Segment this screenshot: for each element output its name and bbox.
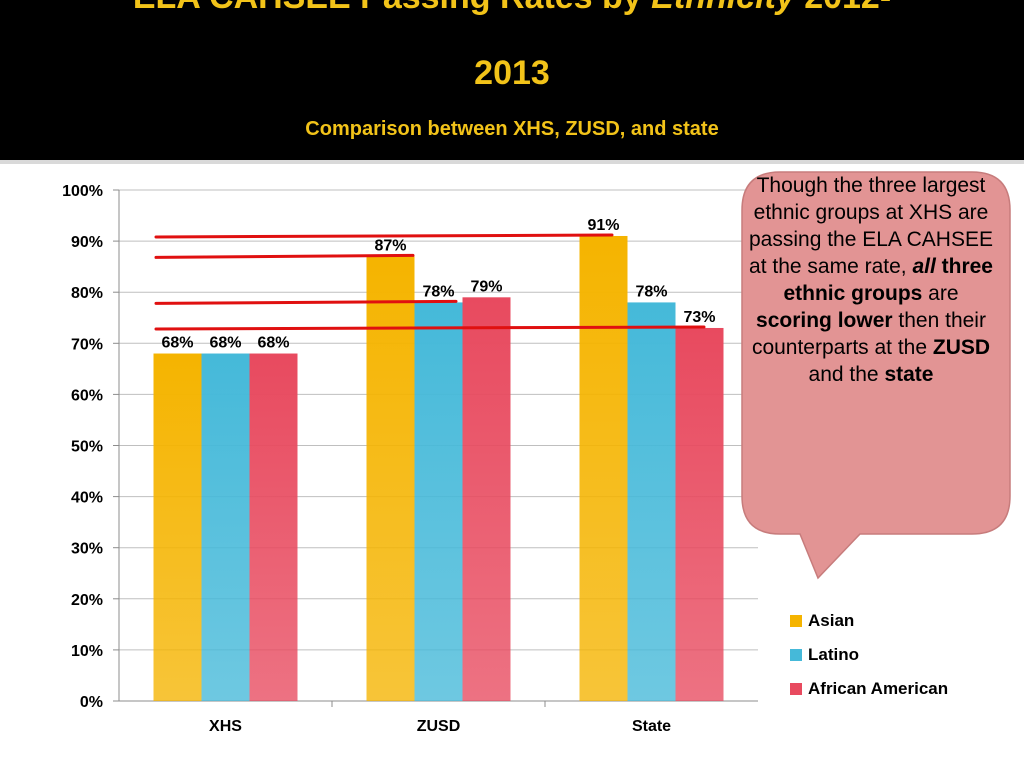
y-tick-label: 10% — [71, 643, 103, 660]
callout-text-part: scoring lower — [756, 309, 893, 332]
reference-line — [154, 299, 458, 305]
legend-label: African American — [808, 679, 949, 698]
legend-swatch — [790, 615, 802, 627]
callout-text-part: state — [884, 363, 934, 386]
data-label: 78% — [635, 283, 667, 300]
data-label: 68% — [161, 335, 193, 352]
callout-text: Though the three largest ethnic groups a… — [748, 172, 994, 388]
y-tick-label: 0% — [80, 694, 103, 711]
bar — [201, 353, 250, 701]
y-tick-label: 50% — [71, 439, 103, 456]
legend-item: Asian — [790, 604, 948, 638]
reference-line — [154, 253, 415, 259]
title-bar: ELA CAHSEE Passing Rates by Ethnicity 20… — [0, 0, 1024, 160]
legend-item: Latino — [790, 638, 948, 672]
y-tick-label: 20% — [71, 592, 103, 609]
y-tick-label: 40% — [71, 490, 103, 507]
chart-title-line-2: 2013 — [474, 54, 550, 92]
bar — [366, 256, 415, 701]
data-label: 73% — [683, 309, 715, 326]
legend-item: African American — [790, 672, 948, 706]
reference-line — [154, 233, 614, 239]
data-label: 78% — [422, 283, 454, 300]
y-tick-label: 90% — [71, 234, 103, 251]
chart-title-line-1: ELA CAHSEE Passing Rates by Ethnicity 20… — [0, 0, 1024, 17]
bar — [153, 353, 202, 701]
data-label: 68% — [209, 335, 241, 352]
bar — [627, 302, 676, 701]
bar — [414, 302, 463, 701]
callout-text-part: and the — [808, 363, 885, 386]
chart-subtitle: Comparison between XHS, ZUSD, and state — [305, 118, 719, 140]
bar — [462, 297, 511, 701]
legend-label: Asian — [808, 611, 855, 630]
legend-swatch — [790, 649, 802, 661]
legend-swatch — [790, 683, 802, 695]
y-tick-label: 100% — [62, 183, 103, 200]
reference-line — [154, 325, 706, 331]
header-divider — [0, 160, 1024, 164]
data-label: 68% — [257, 335, 289, 352]
bar — [249, 353, 298, 701]
data-label: 87% — [374, 237, 406, 254]
x-tick-label: ZUSD — [417, 718, 461, 735]
callout-shape — [741, 171, 1011, 580]
x-tick-label: XHS — [209, 718, 242, 735]
data-label: 79% — [470, 278, 502, 295]
y-tick-label: 30% — [71, 541, 103, 558]
bar — [675, 327, 724, 701]
y-tick-label: 80% — [71, 285, 103, 302]
callout-text-part: Though the three largest ethnic groups a… — [749, 174, 993, 278]
y-tick-label: 60% — [71, 387, 103, 404]
legend-label: Latino — [808, 645, 859, 664]
data-label: 91% — [587, 217, 619, 234]
callout-text-part: all three ethnic groups — [783, 255, 993, 305]
callout-text-part: are — [922, 282, 959, 305]
bar — [579, 235, 628, 701]
y-tick-label: 70% — [71, 336, 103, 353]
bar-chart: 0% 10% 20% 30% 40% 50% 60% 70% 80% 90% 100% 68% 68% 6… — [62, 183, 758, 735]
callout-emphasis: all — [912, 255, 936, 278]
callout-text-part: ZUSD — [932, 336, 991, 359]
callout-text-part: then their counterparts at the — [751, 309, 986, 359]
legend: Asian Latino African American — [790, 604, 948, 706]
x-tick-label: State — [632, 718, 671, 735]
